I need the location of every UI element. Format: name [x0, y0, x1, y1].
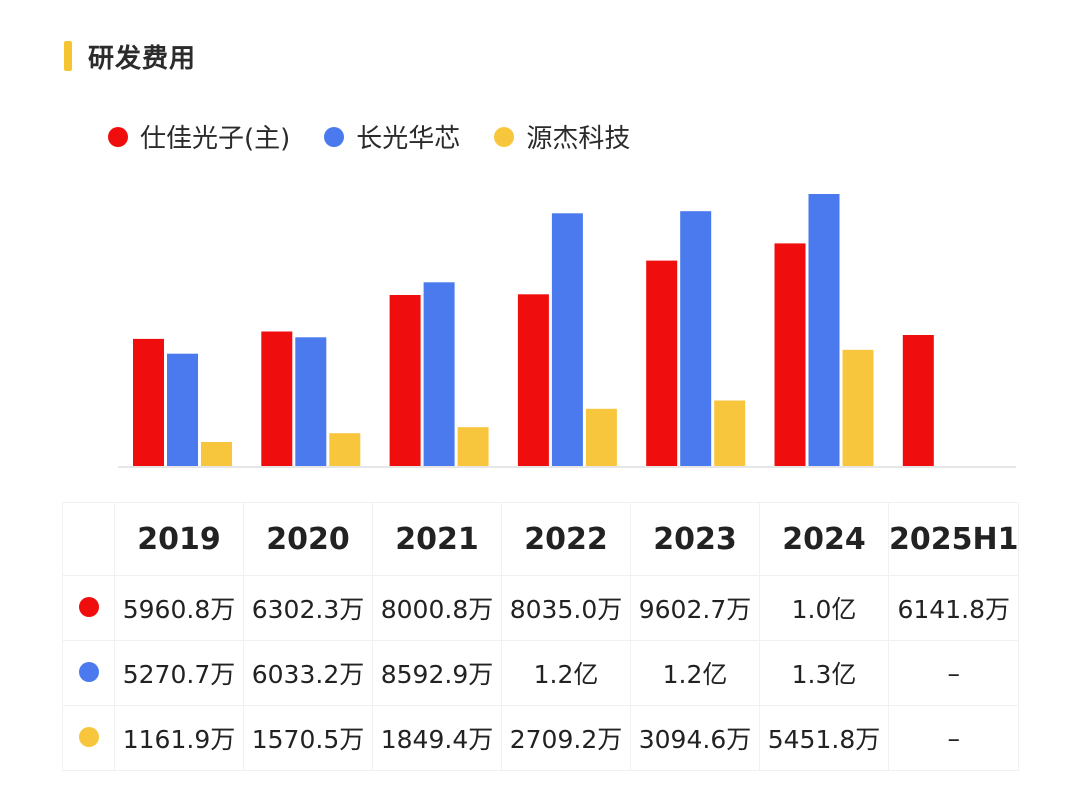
- bar-changguang-2024: [808, 194, 840, 467]
- table-cell: 6033.2万: [243, 640, 373, 706]
- bar-changguang-2022: [551, 213, 583, 467]
- bar-shijia-2019: [133, 338, 164, 467]
- table-cell: 5960.8万: [114, 575, 244, 641]
- chart-title: 研发费用: [88, 44, 197, 74]
- year-header: 2023: [630, 502, 760, 576]
- bar-shijia-2020: [261, 331, 293, 467]
- bar-chart: [118, 194, 1016, 468]
- table-row-shijia: 5960.8万 6302.3万 8000.8万 8035.0万 9602.7万 …: [62, 575, 1020, 641]
- bar-changguang-2020: [295, 337, 327, 467]
- bar-shijia-2025H1: [902, 335, 934, 467]
- year-header: 2021: [372, 502, 502, 576]
- table-cell: 8035.0万: [501, 575, 631, 641]
- table-cell: 6141.8万: [887, 575, 1020, 641]
- year-header: 2025H1: [887, 502, 1020, 576]
- table-row-changguang: 5270.7万 6033.2万 8592.9万 1.2亿 1.2亿 1.3亿 –: [62, 640, 1020, 706]
- row-marker-cell: [62, 640, 115, 706]
- table-row-yuanjie: 1161.9万 1570.5万 1849.4万 2709.2万 3094.6万 …: [62, 705, 1020, 771]
- table-cell: 5451.8万: [759, 705, 889, 771]
- table-cell: –: [887, 705, 1020, 771]
- legend-item-changguang: 长光华芯: [324, 118, 460, 155]
- row-marker-cell: [62, 575, 115, 641]
- data-table: 2019 2020 2021 2022 2023 2024 2025H1 596…: [62, 502, 1020, 771]
- table-cell: 1.2亿: [630, 640, 760, 706]
- bar-changguang-2019: [167, 353, 198, 467]
- legend-item-shijia: 仕佳光子(主): [108, 118, 290, 155]
- legend-dot-blue: [324, 126, 345, 147]
- table-cell: 8592.9万: [372, 640, 502, 706]
- table-cell: 2709.2万: [501, 705, 631, 771]
- year-header: 2022: [501, 502, 631, 576]
- year-header: 2019: [114, 502, 244, 576]
- bar-yuanjie-2019: [201, 442, 232, 467]
- bar-yuanjie-2023: [714, 400, 746, 467]
- row-dot-red: [78, 596, 99, 617]
- bar-yuanjie-2024: [842, 349, 874, 467]
- bar-shijia-2021: [389, 295, 421, 467]
- table-cell: 1.0亿: [759, 575, 889, 641]
- legend: 仕佳光子(主) 长光华芯 源杰科技: [108, 118, 664, 155]
- table-cell: 5270.7万: [114, 640, 244, 706]
- bar-yuanjie-2021: [457, 427, 489, 467]
- legend-item-yuanjie: 源杰科技: [494, 118, 630, 155]
- table-cell: 9602.7万: [630, 575, 760, 641]
- legend-label: 长光华芯: [356, 124, 461, 154]
- legend-label: 仕佳光子(主): [140, 124, 291, 154]
- bars-group: [133, 194, 934, 467]
- table-cell: –: [887, 640, 1020, 706]
- row-dot-blue: [78, 661, 99, 682]
- table-cell: 3094.6万: [630, 705, 760, 771]
- table-header-row: 2019 2020 2021 2022 2023 2024 2025H1: [62, 502, 1020, 576]
- row-marker-cell: [62, 705, 115, 771]
- table-corner-cell: [62, 502, 115, 576]
- year-header: 2024: [759, 502, 889, 576]
- table-cell: 1161.9万: [114, 705, 244, 771]
- bar-shijia-2022: [517, 294, 549, 467]
- legend-dot-yellow: [494, 126, 515, 147]
- table-cell: 1570.5万: [243, 705, 373, 771]
- bar-yuanjie-2022: [585, 408, 617, 467]
- bar-shijia-2023: [646, 260, 678, 467]
- table-cell: 6302.3万: [243, 575, 373, 641]
- legend-dot-red: [108, 126, 128, 147]
- bar-changguang-2023: [680, 211, 712, 467]
- table-cell: 1849.4万: [372, 705, 502, 771]
- title-accent-bar: [64, 41, 72, 71]
- year-header: 2020: [243, 502, 373, 576]
- table-cell: 8000.8万: [372, 575, 502, 641]
- bar-shijia-2024: [774, 243, 806, 467]
- bar-yuanjie-2020: [329, 433, 361, 467]
- bar-changguang-2021: [423, 282, 455, 467]
- table-cell: 1.2亿: [501, 640, 631, 706]
- row-dot-yellow: [78, 726, 99, 747]
- table-cell: 1.3亿: [759, 640, 889, 706]
- legend-label: 源杰科技: [526, 124, 631, 154]
